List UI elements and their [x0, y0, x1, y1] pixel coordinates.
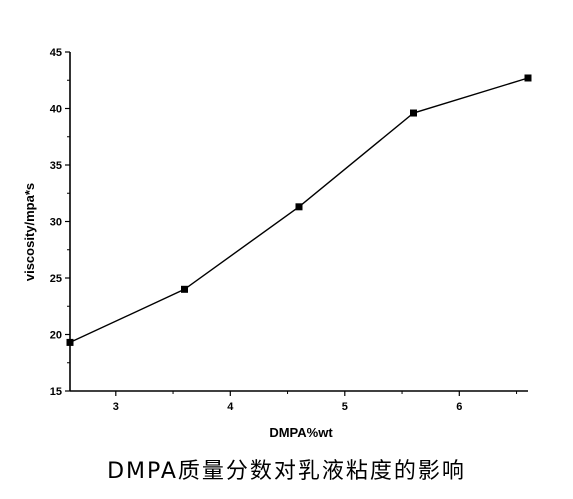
axes — [69, 52, 528, 392]
data-point — [181, 285, 188, 293]
data-point — [410, 109, 417, 117]
y-tick-label: 40 — [50, 104, 62, 116]
y-tick-label: 25 — [50, 273, 62, 285]
data-point — [66, 338, 74, 346]
series — [66, 74, 532, 346]
y-tick-label: 15 — [50, 386, 62, 398]
x-tick-label: 5 — [342, 401, 348, 413]
x-axis-label: DMPA%wt — [269, 425, 333, 440]
y-tick-label: 45 — [50, 47, 62, 59]
y-tick-label: 35 — [50, 160, 62, 172]
figure-caption: DMPA质量分数对乳液粘度的影响 — [107, 459, 466, 484]
data-point — [524, 74, 532, 82]
x-tick-label: 4 — [227, 401, 234, 413]
x-tick-label: 3 — [113, 401, 119, 413]
y-tick-label: 20 — [50, 330, 62, 342]
x-tick-label: 6 — [456, 401, 462, 413]
y-tick-label: 30 — [50, 217, 62, 229]
y-axis-label: viscosity/mpa*s — [22, 183, 37, 281]
data-point — [295, 203, 303, 211]
